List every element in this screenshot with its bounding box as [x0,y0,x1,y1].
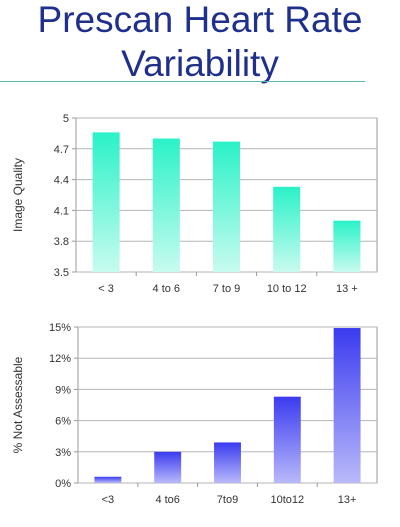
y-axis-label: % Not Assessable [11,356,25,453]
bar [273,396,301,483]
bar [152,138,180,272]
x-tick-label: 10to12 [270,494,304,506]
y-tick-label: 15% [49,322,71,334]
bar [273,186,301,272]
y-tick-label: 3.8 [54,236,69,248]
bar [92,132,120,272]
x-tick-label: 4 to6 [155,494,179,506]
y-tick-label: 3.5 [54,267,69,279]
slide-title-line-2: Variability [121,43,279,84]
y-tick-label: 9% [55,384,71,396]
y-tick-label: 0% [55,478,71,490]
y-tick-label: 5 [63,113,69,125]
not-assessable-chart: 15% 12% 9% 6% 3% 0% <3 4 to6 7to9 10to12 13+ % Not … [11,322,378,506]
bar [212,141,241,272]
image-quality-chart: 5 4.7 4.4 4.1 3.8 3.5 < 3 4 to 6 7 to 9 10 to 12 1… [11,113,378,295]
x-tick-label: < 3 [98,283,114,295]
x-tick-label: 7to9 [217,494,238,506]
bar [94,476,122,483]
x-tick-label: 4 to 6 [153,283,181,295]
x-tick-label: <3 [102,494,115,506]
bar [333,220,361,272]
x-tick-label: 13+ [338,494,357,506]
bar [333,328,361,483]
bar [214,442,241,483]
y-axis-label: Image Quality [11,158,25,232]
y-tick-label: 12% [49,353,71,365]
y-tick-label: 6% [55,416,71,428]
x-tick-label: 13 + [336,283,358,295]
x-tick-label: 7 to 9 [213,283,241,295]
y-tick-label: 3% [55,447,71,459]
y-tick-label: 4.4 [54,175,69,187]
x-tick-label: 10 to 12 [267,283,307,295]
y-tick-label: 4.1 [54,205,69,217]
title-divider [0,81,365,82]
bar [154,451,182,483]
y-tick-label: 4.7 [54,144,69,156]
slide-title-line-1: Prescan Heart Rate [37,0,363,40]
